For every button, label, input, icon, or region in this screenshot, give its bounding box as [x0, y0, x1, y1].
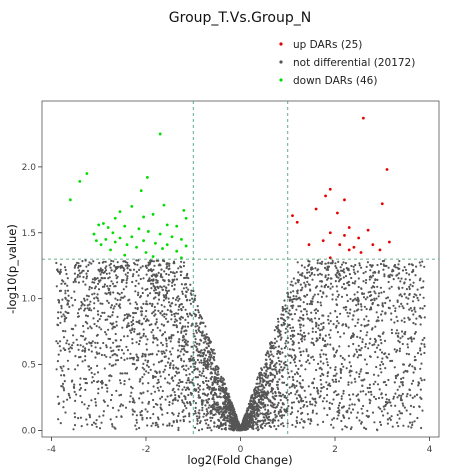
y-tick-label: 1.0: [22, 295, 37, 305]
down-dar-point: [142, 239, 146, 243]
up-dar-point: [347, 248, 351, 252]
not-differential-point-cloud: [55, 259, 426, 432]
down-dar-point: [125, 243, 129, 247]
down-dar-point: [158, 232, 162, 236]
up-dar-point: [385, 168, 389, 171]
down-dar-point: [109, 248, 112, 252]
up-dar-point: [328, 256, 332, 260]
down-dar-point: [184, 244, 188, 248]
down-dar-point: [97, 223, 101, 227]
axes: -4 -2 0 2 4 0.0 0.5 1.0 1.5 2.0: [22, 163, 433, 455]
up-dar-point: [359, 251, 363, 254]
y-tick-label: 1.5: [22, 229, 36, 239]
down-dar-point: [165, 243, 169, 247]
down-dar-point: [135, 245, 138, 249]
down-dar-point: [170, 235, 174, 239]
up-dar-point: [314, 207, 318, 211]
up-dar-point: [347, 226, 351, 229]
down-dar-point: [145, 176, 149, 179]
down-dar-point: [139, 189, 143, 193]
up-dar-point: [324, 194, 327, 198]
down-dar-point: [144, 251, 148, 254]
down-dar-point: [154, 241, 157, 245]
up-dar-point: [335, 211, 339, 215]
down-dar-point: [184, 216, 188, 220]
down-dar-point: [162, 203, 166, 207]
down-dar-point: [146, 230, 150, 233]
down-dar-point: [68, 198, 72, 202]
down-dar-point: [113, 216, 117, 220]
up-dar-point: [295, 220, 299, 224]
plot-panel: [41, 100, 440, 438]
up-dar-point: [321, 239, 325, 243]
not-differential-points: [55, 259, 426, 432]
down-dar-point: [175, 249, 179, 253]
down-dar-point: [118, 210, 122, 214]
down-dar-point: [78, 179, 82, 183]
down-dar-point: [182, 208, 186, 212]
legend-notdiff-label: not differential (20172): [293, 57, 415, 69]
up-dar-point: [357, 236, 361, 240]
up-dar-point: [366, 228, 370, 232]
down-dar-point: [99, 243, 103, 247]
threshold-lines: [42, 101, 439, 437]
down-dar-point: [130, 205, 134, 208]
down-dar-point: [118, 236, 122, 240]
up-dar-point: [328, 231, 332, 235]
legend-down-marker: [279, 78, 283, 82]
chart-title: Group_T.Vs.Group_N: [169, 10, 311, 26]
down-dar-point: [123, 253, 127, 257]
y-tick-label: 0.0: [22, 426, 37, 436]
up-dar-point: [352, 245, 356, 249]
down-dar-point: [111, 231, 115, 235]
legend-up-label: up DARs (25): [293, 39, 362, 51]
down-dar-point: [106, 226, 110, 229]
down-dar-point: [137, 227, 141, 231]
down-dar-point: [142, 215, 146, 219]
down-dar-point: [123, 224, 127, 228]
down-dar-point: [102, 222, 105, 225]
up-dar-point: [343, 198, 346, 202]
x-tick-label: -4: [47, 445, 56, 455]
x-axis-label: log2(Fold Change): [187, 453, 292, 467]
up-dar-point: [328, 187, 332, 191]
down-dar-point: [161, 247, 164, 250]
down-dar-point: [94, 239, 98, 243]
up-dar-point: [387, 240, 391, 244]
down-dar-point: [180, 237, 183, 241]
significant-points: [68, 116, 391, 260]
up-dar-point: [307, 243, 311, 247]
x-tick-label: 0: [238, 445, 244, 455]
legend-notdiff-marker: [279, 60, 283, 64]
down-dar-point: [158, 132, 162, 136]
down-dar-point: [130, 235, 134, 239]
y-tick-label: 0.5: [22, 361, 36, 371]
up-dar-point: [291, 214, 294, 218]
down-dar-point: [165, 223, 169, 227]
legend: up DARs (25) not differential (20172) do…: [279, 39, 415, 87]
y-axis-label: -log10(p_value): [5, 224, 19, 314]
down-dar-point: [175, 224, 179, 228]
x-tick-label: 2: [332, 445, 338, 455]
x-tick-label: 4: [427, 445, 433, 455]
down-dar-point: [151, 212, 155, 216]
legend-down-label: down DARs (46): [293, 75, 377, 87]
legend-up-marker: [279, 42, 283, 46]
down-dar-point: [85, 172, 89, 175]
x-tick-label: -2: [141, 445, 150, 455]
up-dar-point: [380, 202, 384, 206]
down-dar-point: [113, 240, 117, 244]
up-dar-point: [338, 243, 342, 247]
down-dar-point: [92, 232, 96, 236]
down-dar-point: [151, 255, 155, 258]
up-dar-point: [378, 248, 382, 252]
down-dar-point: [180, 256, 183, 260]
up-dar-point: [371, 243, 375, 247]
up-dar-point: [343, 234, 346, 237]
down-dar-point: [104, 237, 108, 241]
up-dar-point: [361, 116, 365, 120]
y-tick-label: 2.0: [22, 163, 37, 173]
